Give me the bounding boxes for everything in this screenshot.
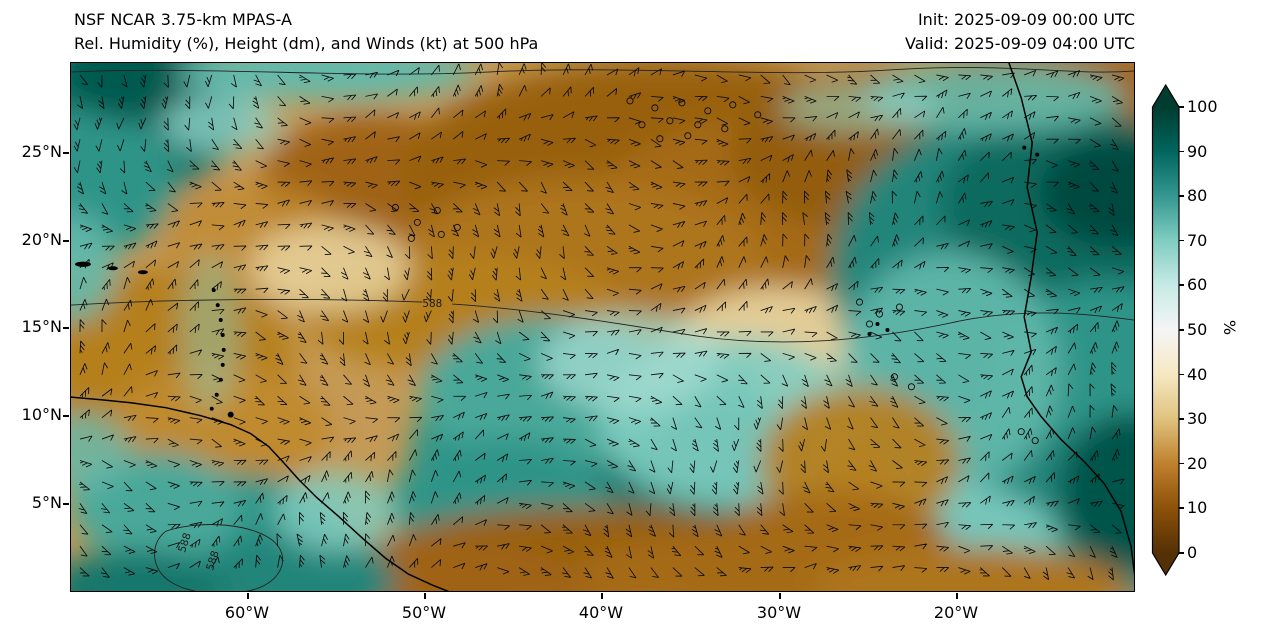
valid-time: Valid: 2025-09-09 04:00 UTC: [904, 34, 1135, 53]
x-axis-label-60w: 60°W: [224, 603, 270, 622]
calm-wind-circles: [391, 97, 1039, 445]
x-axis-tickmark: [779, 593, 781, 599]
y-axis-label-5n: 5°N: [31, 493, 62, 512]
colorbar-tick-label: 10: [1178, 498, 1208, 518]
height-contour-label: 588: [176, 531, 194, 554]
colorbar-extend-up: [1152, 85, 1179, 107]
islands: [74, 145, 1040, 418]
colorbar-unit-label: %: [1220, 319, 1240, 336]
chart-title-block: NSF NCAR 3.75-km MPAS-A Rel. Humidity (%…: [74, 8, 538, 56]
colorbar-extend-down: [1152, 553, 1179, 575]
colorbar-tick-label: 90: [1178, 141, 1208, 161]
y-axis-label-20n: 20°N: [21, 230, 62, 249]
colorbar-tick-label: 100: [1179, 97, 1218, 116]
colorbar-gradient: [1152, 107, 1179, 553]
humidity-map: 588 588 588: [71, 63, 1134, 591]
y-axis-tickmark: [63, 152, 69, 154]
x-axis-tickmark: [424, 593, 426, 599]
chart-subtitle: Rel. Humidity (%), Height (dm), and Wind…: [74, 34, 539, 53]
x-axis-tickmark: [601, 593, 603, 599]
africa-coast: [1008, 63, 1134, 576]
height-contour-label: 588: [204, 549, 222, 572]
y-axis-tickmark: [63, 503, 69, 505]
x-axis-tickmark: [956, 593, 958, 599]
x-axis-tickmark: [247, 593, 249, 599]
colorbar-tick-label: 40: [1178, 364, 1208, 384]
init-time: Init: 2025-09-09 00:00 UTC: [917, 10, 1135, 29]
height-contour-label: 588: [422, 298, 442, 310]
y-axis-label-10n: 10°N: [21, 405, 62, 424]
y-axis-tickmark: [63, 240, 69, 242]
x-axis-label-50w: 50°W: [401, 603, 447, 622]
x-axis-label-40w: 40°W: [578, 603, 624, 622]
coastlines: [71, 63, 1134, 591]
x-axis-label-20w: 20°W: [933, 603, 979, 622]
colorbar-tick-label: 20: [1178, 453, 1208, 473]
x-axis-label-30w: 30°W: [756, 603, 802, 622]
colorbar-tick-label: 60: [1178, 275, 1208, 295]
humidity-field: [71, 63, 1134, 591]
y-axis-tickmark: [63, 327, 69, 329]
colorbar-tick-label: 80: [1178, 186, 1208, 206]
y-axis-tickmark: [63, 415, 69, 417]
y-axis-label-25n: 25°N: [21, 142, 62, 161]
south-america-coast: [71, 396, 450, 591]
colorbar-tick-label: 0: [1178, 543, 1198, 562]
colorbar-tick-labels: 0 10 20 30 40 50 60 70 80 90 100: [1178, 84, 1233, 582]
y-axis-label-15n: 15°N: [21, 317, 62, 336]
colorbar-tick-label: 70: [1178, 230, 1208, 250]
wind-barbs: [73, 63, 1125, 581]
map-plot-area: 588 588 588: [70, 62, 1135, 592]
model-name: NSF NCAR 3.75-km MPAS-A: [74, 10, 292, 29]
chart-time-block: Init: 2025-09-09 00:00 UTC Valid: 2025-0…: [905, 8, 1135, 56]
height-contours: [71, 67, 1134, 591]
colorbar-tick-label: 30: [1178, 409, 1208, 429]
colorbar-tick-label: 50: [1178, 320, 1208, 339]
colorbar: [1151, 84, 1180, 577]
